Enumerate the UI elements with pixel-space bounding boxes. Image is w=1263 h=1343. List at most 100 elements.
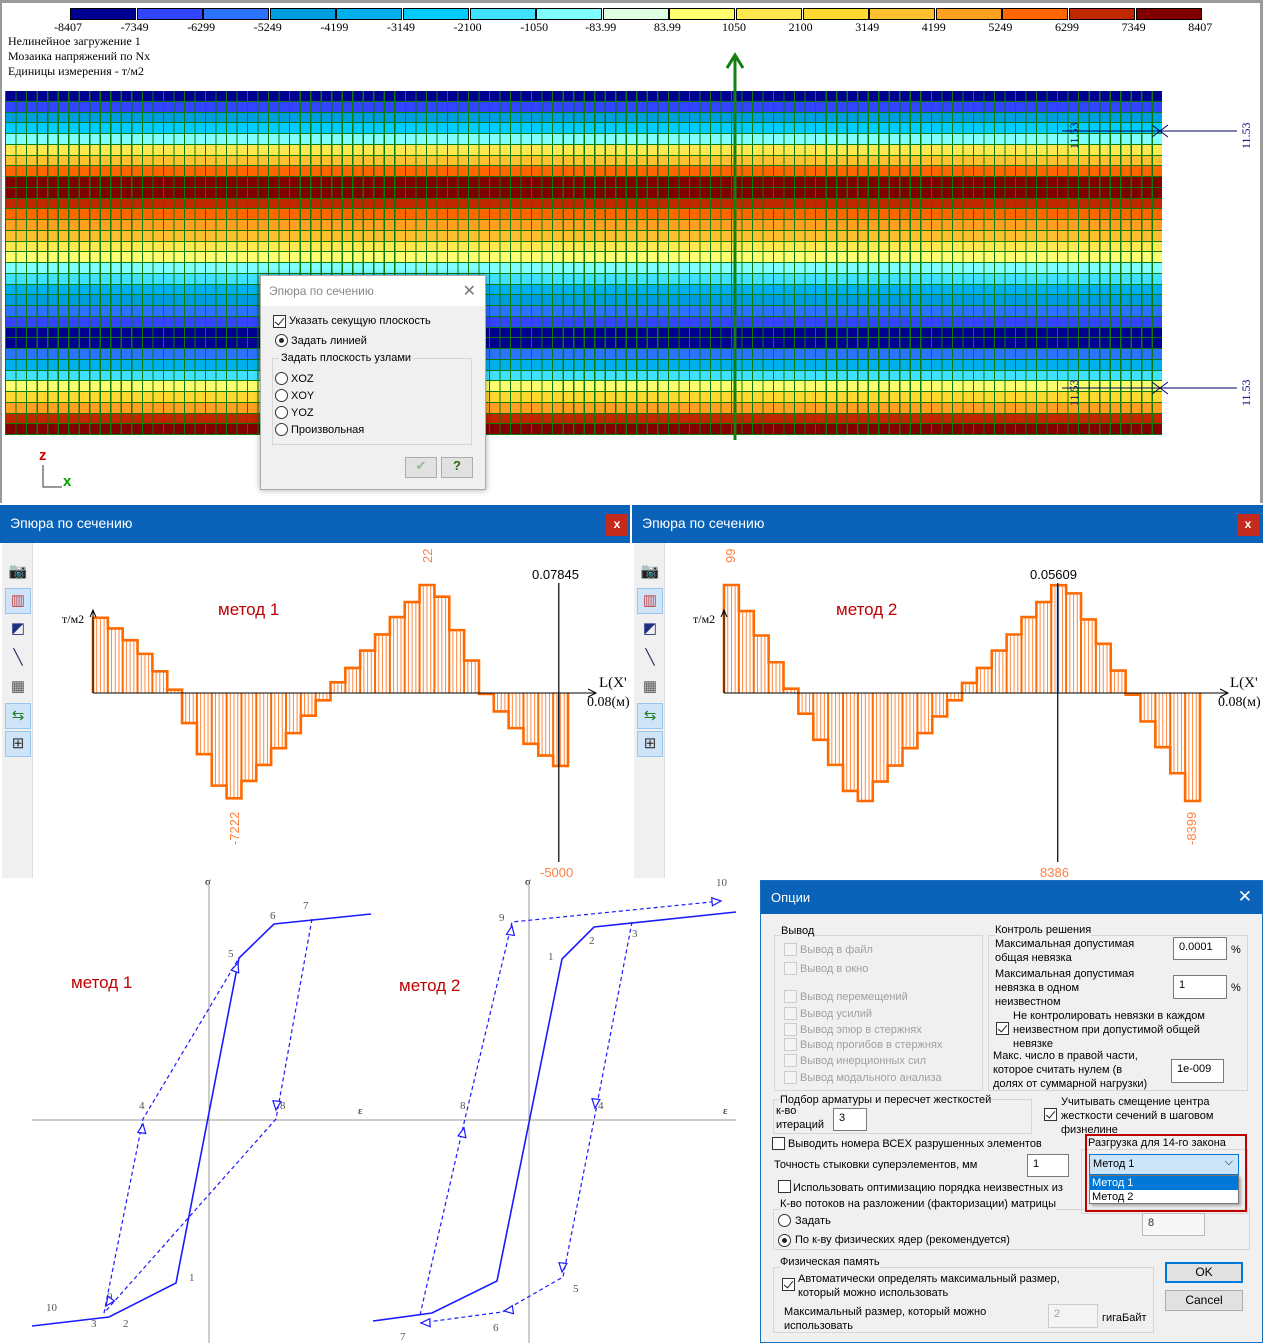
point-label: 7 <box>400 1331 406 1343</box>
xoy-radio[interactable] <box>275 389 288 402</box>
axis-label: L(X' <box>1230 675 1258 691</box>
output-item-label: Вывод инерционных сил <box>800 1055 927 1067</box>
ok-button[interactable]: OK <box>1165 1262 1243 1283</box>
max-icon[interactable]: ⇆ <box>637 702 663 729</box>
xoz-radio[interactable] <box>275 372 288 385</box>
axis-length-label: 0.08(м) <box>587 695 630 710</box>
grid-icon[interactable]: ▦ <box>642 677 658 695</box>
stress-diagram-1 <box>89 583 598 862</box>
output-checkbox[interactable] <box>784 1071 797 1084</box>
output-checkbox[interactable] <box>784 1038 797 1051</box>
output-checkbox[interactable] <box>784 1023 797 1036</box>
iterations-input[interactable]: 3 <box>833 1108 867 1131</box>
close-button[interactable]: x <box>606 514 628 536</box>
layout-icon[interactable]: ⊞ <box>5 731 31 758</box>
legend-label: 5249 <box>988 20 1013 34</box>
close-icon[interactable]: ✕ <box>462 283 476 300</box>
output-item-label: Вывод перемещений <box>800 991 908 1003</box>
camera-icon[interactable]: 📷 <box>8 563 28 580</box>
cancel-button[interactable]: Cancel <box>1165 1290 1243 1311</box>
output-checkbox[interactable] <box>784 1007 797 1020</box>
rebar-group-label: Подбор арматуры и пересчет жесткостей <box>780 1093 992 1107</box>
output-group-label: Вывод <box>781 924 815 938</box>
threads-set-label: Задать <box>795 1215 831 1227</box>
shift-center-checkbox[interactable] <box>1044 1108 1057 1121</box>
mosaic-icon[interactable]: ◩ <box>642 620 658 638</box>
output-checkbox[interactable] <box>784 1054 797 1067</box>
grid-icon[interactable]: ▦ <box>10 677 26 695</box>
output-item-label: Вывод усилий <box>800 1008 873 1020</box>
legend-label: 1050 <box>722 20 746 34</box>
output-item-label: Вывод эпюр в стержнях <box>800 1024 922 1036</box>
window-title: Эпюра по сечению <box>642 515 765 531</box>
bar-number-icon[interactable]: ╲ <box>13 649 23 667</box>
arrow-icon <box>136 1122 147 1135</box>
units-label: Единицы измерения - т/м2 <box>8 64 144 78</box>
memory-group-label: Физическая память <box>780 1255 880 1269</box>
unload-method-select[interactable]: Метод 1 ⌵ <box>1089 1154 1239 1175</box>
max-single-input[interactable]: 1 <box>1173 975 1227 999</box>
specify-plane-checkbox[interactable] <box>273 315 286 328</box>
cursor-value-label: 8386 <box>1040 865 1069 880</box>
dialog-title: Эпюра по сечению <box>269 284 374 298</box>
output-checkbox[interactable] <box>784 943 797 956</box>
max-total-input[interactable]: 0.0001 <box>1173 937 1227 960</box>
zero-threshold-input[interactable]: 1e-009 <box>1171 1059 1224 1083</box>
optimize-checkbox[interactable] <box>778 1180 791 1193</box>
output-item-label: Вывод в файл <box>800 944 873 956</box>
arrow-icon <box>502 1304 515 1315</box>
legend-swatch <box>203 8 270 20</box>
no-control-label: неизвестном при допустимой общей <box>1013 1024 1200 1036</box>
auto-memory-label: Автоматически определять максимальный ра… <box>798 1273 1060 1285</box>
threads-set-radio[interactable] <box>778 1214 791 1227</box>
threads-auto-radio[interactable] <box>778 1234 791 1247</box>
hysteresis-plots <box>31 880 737 1343</box>
close-button[interactable]: x <box>1237 514 1259 536</box>
point-label: 9 <box>499 912 505 924</box>
mosaic-icon[interactable]: ◩ <box>10 620 26 638</box>
close-icon[interactable]: ✕ <box>1237 887 1252 906</box>
legend-label: -3149 <box>387 20 415 34</box>
mosaic-view[interactable]: -8407 -7349 -6299 -5249 -4199 -3149 -2100 -1050… <box>0 0 1263 503</box>
camera-icon[interactable]: 📷 <box>640 563 660 580</box>
apply-button[interactable]: ✔ <box>405 457 437 478</box>
threads-group-label: К-во потоков на разложении (факторизации… <box>780 1197 1056 1211</box>
threads-input[interactable]: 8 <box>1142 1213 1205 1236</box>
max-value-label: 99 <box>723 548 738 563</box>
output-checkbox[interactable] <box>784 990 797 1003</box>
legend-swatch <box>136 8 203 20</box>
legend-swatch <box>935 8 1002 20</box>
epsilon-label: ε <box>723 1105 728 1117</box>
max-memory-input[interactable]: 2 <box>1048 1304 1098 1328</box>
output-checkbox[interactable] <box>784 962 797 975</box>
arbitrary-radio[interactable] <box>275 423 288 436</box>
point-label: 6 <box>493 1322 499 1334</box>
unload-path <box>103 918 313 1314</box>
print-all-checkbox[interactable] <box>772 1137 785 1150</box>
no-control-label: невязке <box>1013 1038 1053 1050</box>
max-icon[interactable]: ⇆ <box>5 702 31 729</box>
zero-label: долях от суммарной нагрузки) <box>993 1078 1148 1090</box>
dropdown-option-method-2[interactable]: Метод 2 <box>1092 1191 1134 1203</box>
control-group-label: Контроль решения <box>995 923 1092 937</box>
optimize-label: Использовать оптимизацию порядка неизвес… <box>793 1182 1063 1194</box>
cursor-value-label: -5000 <box>540 865 574 880</box>
yoz-radio[interactable] <box>275 406 288 419</box>
axis-label: L(X' <box>599 675 627 691</box>
legend-label: 3149 <box>855 20 880 34</box>
help-button[interactable]: ? <box>441 457 473 478</box>
no-control-checkbox[interactable] <box>996 1022 1009 1035</box>
legend-swatch <box>70 8 136 20</box>
nodes-group-label: Задать плоскость узлами <box>279 351 414 365</box>
iterations-label: итераций <box>776 1119 825 1131</box>
by-line-radio[interactable] <box>275 334 288 347</box>
layout-icon[interactable]: ⊞ <box>637 731 663 758</box>
checkmark-icon: ✔ <box>415 458 427 473</box>
accuracy-input[interactable]: 1 <box>1027 1154 1069 1177</box>
dropdown-option-method-1[interactable]: Метод 1 <box>1090 1176 1238 1190</box>
diagram-icon[interactable]: ▥ <box>5 587 31 614</box>
max-total-label: общая невязка <box>995 952 1072 964</box>
diagram-icon[interactable]: ▥ <box>637 587 663 614</box>
bar-number-icon[interactable]: ╲ <box>645 649 655 667</box>
auto-memory-checkbox[interactable] <box>782 1278 795 1291</box>
